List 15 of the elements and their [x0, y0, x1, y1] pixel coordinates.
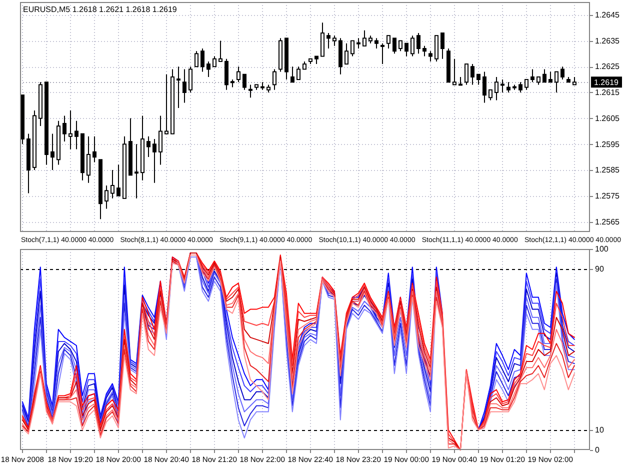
y-tick-label: 1.2625 — [595, 62, 620, 72]
y-tick-label: 1.2595 — [595, 140, 620, 149]
chart-title: EURUSD,M5 1.2618 1.2621 1.2618 1.2619 — [23, 5, 178, 14]
y-tick-label: 90 — [595, 264, 604, 274]
y-tick-label: 100 — [595, 244, 609, 254]
y-tick-label: 1.2565 — [595, 217, 620, 226]
y-tick-label: 1.2575 — [595, 191, 620, 200]
y-tick-label: 1.2635 — [595, 36, 620, 46]
y-tick-label: 1.2645 — [595, 10, 620, 20]
y-tick-label: 0 — [595, 446, 600, 455]
y-tick-label: 1.2605 — [595, 114, 620, 123]
y-tick-label: 1.2585 — [595, 166, 620, 175]
ref-line-label: 1.2619 — [594, 78, 620, 87]
y-tick-label: 10 — [595, 426, 604, 435]
y-tick-label: 1.2615 — [595, 88, 620, 98]
